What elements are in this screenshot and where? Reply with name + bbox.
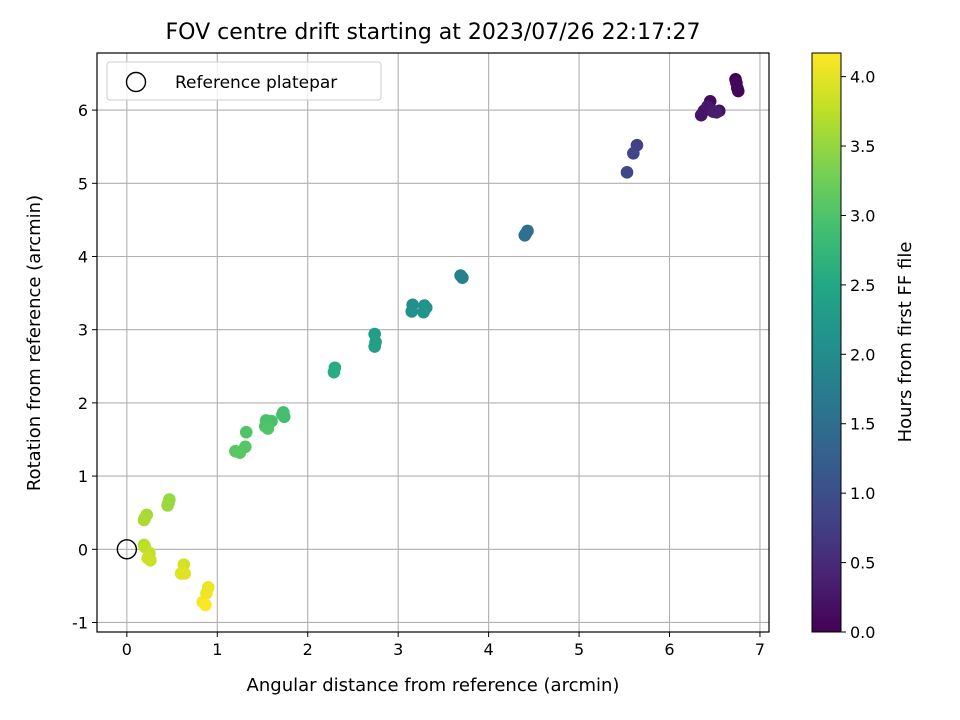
legend-marker xyxy=(125,71,147,93)
x-tick-label: 1 xyxy=(212,640,222,659)
data-point xyxy=(419,301,433,315)
data-point xyxy=(710,105,723,119)
colorbar-gradient xyxy=(811,52,842,633)
y-axis-label: Rotation from reference (arcmin) xyxy=(24,195,45,491)
x-axis-ticks: 0 1 2 3 4 5 6 7 xyxy=(122,632,765,659)
data-point xyxy=(730,76,743,90)
x-tick-label: 6 xyxy=(664,640,674,659)
data-point xyxy=(239,425,253,439)
colorbar-tick-label: 1.5 xyxy=(850,415,875,434)
x-axis-label: Angular distance from reference (arcmin) xyxy=(247,675,620,696)
colorbar-ticks: 0.0 0.5 1.0 1.5 2.0 2.5 3.0 3.5 4.0 xyxy=(841,68,875,642)
x-tick-label: 0 xyxy=(122,640,132,659)
y-tick-label: 0 xyxy=(78,540,88,559)
data-point xyxy=(141,551,154,565)
y-tick-label: 4 xyxy=(78,247,88,266)
data-point xyxy=(627,146,640,160)
colorbar-tick-label: 3.0 xyxy=(850,206,875,225)
legend-box xyxy=(106,61,382,101)
data-point xyxy=(178,567,192,580)
data-point xyxy=(620,166,634,179)
colorbar-label: Hours from first FF file xyxy=(895,242,916,443)
colorbar-tick-label: 0.0 xyxy=(850,623,875,642)
y-tick-label: 1 xyxy=(78,467,88,486)
x-tick-label: 7 xyxy=(755,640,765,659)
colorbar-tick-label: 0.5 xyxy=(850,554,875,573)
grid-lines xyxy=(97,53,769,632)
x-tick-label: 5 xyxy=(574,640,584,659)
data-point xyxy=(161,499,174,512)
data-point xyxy=(327,365,341,379)
reference-marker xyxy=(116,539,138,560)
colorbar: 0.0 0.5 1.0 1.5 2.0 2.5 3.0 3.5 4.0 Hours from f… xyxy=(811,52,916,642)
data-point xyxy=(405,305,419,318)
y-tick-label: 3 xyxy=(78,321,88,340)
y-tick-label: 5 xyxy=(78,174,88,193)
data-point xyxy=(137,513,151,527)
data-point xyxy=(456,271,469,285)
colorbar-tick-label: 3.5 xyxy=(850,137,875,156)
legend-entry-label: Reference platepar xyxy=(175,73,337,93)
x-tick-label: 2 xyxy=(303,640,313,659)
data-point xyxy=(519,227,533,241)
chart-title: FOV centre drift starting at 2023/07/26 … xyxy=(166,20,701,45)
y-tick-label: -1 xyxy=(72,613,88,632)
data-point xyxy=(261,422,275,435)
legend: Reference platepar xyxy=(106,61,382,101)
y-tick-label: 6 xyxy=(78,101,88,120)
colorbar-tick-label: 4.0 xyxy=(850,68,875,87)
data-point xyxy=(199,598,212,612)
data-point xyxy=(229,444,242,458)
data-points xyxy=(137,73,745,612)
colorbar-tick-label: 2.0 xyxy=(850,345,875,364)
reference-marker-group xyxy=(116,539,138,560)
colorbar-tick-label: 1.0 xyxy=(850,484,875,503)
data-point xyxy=(276,408,289,421)
plot-frame xyxy=(96,52,770,633)
data-point xyxy=(368,340,381,353)
x-tick-label: 3 xyxy=(393,640,403,659)
y-tick-label: 2 xyxy=(78,394,88,413)
colorbar-tick-label: 2.5 xyxy=(850,276,875,295)
x-tick-label: 4 xyxy=(484,640,494,659)
y-axis-ticks: -1 0 1 2 3 4 5 6 xyxy=(72,101,97,632)
